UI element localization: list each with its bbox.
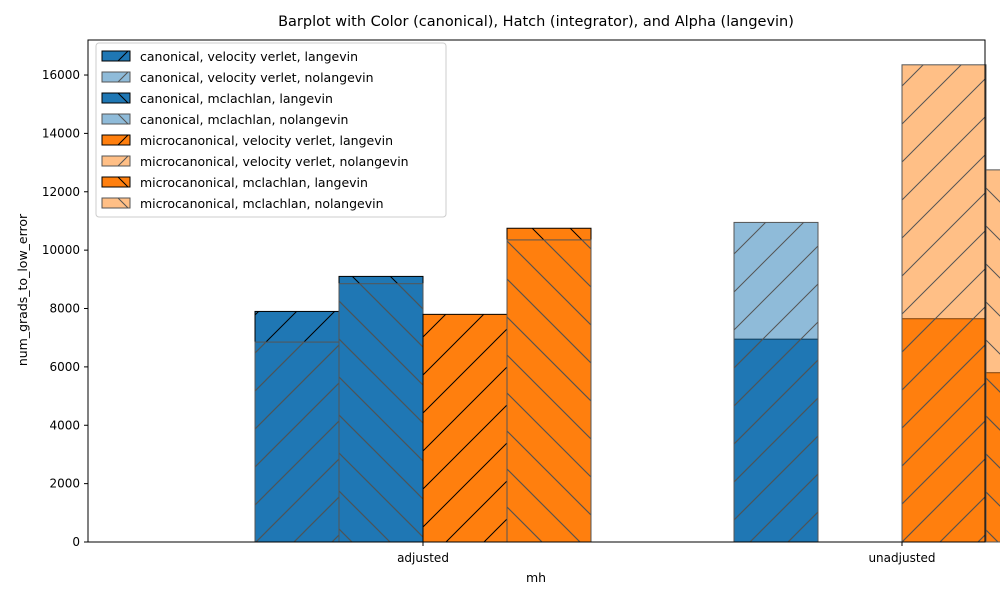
legend-hatch xyxy=(117,197,129,209)
y-tick-label: 8000 xyxy=(49,302,80,316)
axes-group: 0 2000 4000 6000 8000 10000 12000 14000 16000 adj… xyxy=(42,39,986,565)
legend-item: microcanonical, mclachlan, nolangevin xyxy=(101,196,384,211)
y-tick-label: 12000 xyxy=(42,185,80,199)
legend-label: canonical, velocity verlet, nolangevin xyxy=(140,70,374,85)
legend-hatch xyxy=(117,134,129,146)
legend-label: microcanonical, mclachlan, langevin xyxy=(140,175,368,190)
legend-swatch xyxy=(101,92,131,104)
legend-box xyxy=(95,42,447,218)
y-tick-label: 16000 xyxy=(42,68,80,82)
legend-item: canonical, velocity verlet, langevin xyxy=(101,49,358,64)
legend-hatch xyxy=(117,176,129,188)
bar-hatch xyxy=(507,239,591,542)
legend-label: microcanonical, velocity verlet, nolange… xyxy=(140,154,409,169)
legend-item: canonical, mclachlan, langevin xyxy=(101,91,333,106)
legend: canonical, velocity verlet, langevin cano… xyxy=(95,42,447,218)
legend-hatch xyxy=(117,155,129,167)
legend-swatch xyxy=(101,155,131,167)
bar-hatch xyxy=(734,222,818,543)
bar-hatch xyxy=(339,283,423,542)
bar xyxy=(901,64,987,543)
x-axis-label: mh xyxy=(526,570,546,585)
legend-item: microcanonical, velocity verlet, nolange… xyxy=(101,154,409,169)
legend-swatch xyxy=(101,176,131,188)
legend-swatch xyxy=(101,134,131,146)
bar-hatch xyxy=(255,342,339,542)
bar xyxy=(254,341,340,543)
bar-outline xyxy=(985,169,1000,543)
y-tick-label: 6000 xyxy=(49,360,80,374)
legend-hatch xyxy=(117,71,129,83)
bar xyxy=(422,313,508,543)
legend-item: canonical, mclachlan, nolangevin xyxy=(101,112,348,127)
legend-swatch xyxy=(101,113,131,125)
y-tick-label: 4000 xyxy=(49,418,80,432)
y-axis-label: num_grads_to_low_error xyxy=(15,213,30,366)
chart-title: Barplot with Color (canonical), Hatch (i… xyxy=(278,14,794,30)
legend-hatch xyxy=(117,92,129,104)
legend-label: microcanonical, velocity verlet, langevi… xyxy=(140,133,393,148)
bar xyxy=(338,283,424,543)
legend-label: canonical, mclachlan, nolangevin xyxy=(140,112,348,127)
x-tick-label: unadjusted xyxy=(868,551,935,565)
legend-hatch xyxy=(117,50,129,62)
legend-item: canonical, velocity verlet, nolangevin xyxy=(101,70,374,85)
bar xyxy=(985,169,1000,543)
legend-item: microcanonical, velocity verlet, langevi… xyxy=(101,133,393,148)
bar-hatch xyxy=(902,64,986,542)
bar-hatch xyxy=(423,314,507,542)
y-tick-label: 2000 xyxy=(49,477,80,491)
legend-swatch xyxy=(101,50,131,62)
legend-item: microcanonical, mclachlan, langevin xyxy=(101,175,368,190)
legend-label: canonical, velocity verlet, langevin xyxy=(140,49,358,64)
y-tick-label: 10000 xyxy=(42,243,80,257)
legend-label: microcanonical, mclachlan, nolangevin xyxy=(140,196,384,211)
y-tick-label: 0 xyxy=(72,535,80,549)
bar xyxy=(733,221,819,543)
plot-frame xyxy=(87,39,986,543)
legend-swatch xyxy=(101,71,131,83)
bar-hatch xyxy=(986,169,1000,542)
legend-hatch xyxy=(117,113,129,125)
y-tick-label: 14000 xyxy=(42,126,80,140)
bar xyxy=(506,239,592,543)
bars-group xyxy=(254,64,1000,543)
legend-swatch xyxy=(101,197,131,209)
legend-label: canonical, mclachlan, langevin xyxy=(140,91,333,106)
x-tick-label: adjusted xyxy=(397,551,449,565)
